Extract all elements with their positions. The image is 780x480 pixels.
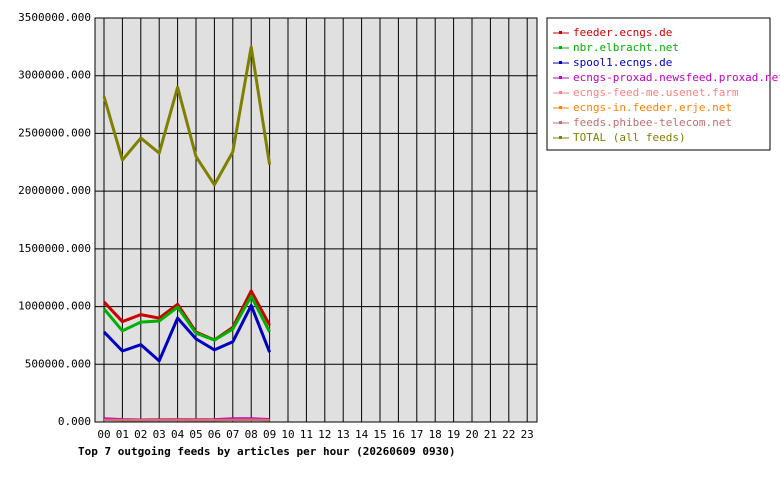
legend-label: ecngs-proxad.newsfeed.proxad.net [573,71,780,84]
legend-label: spool1.ecngs.de [573,56,672,69]
legend-marker [559,76,562,79]
legend-marker [559,121,562,124]
legend-marker [559,61,562,64]
chart-title: Top 7 outgoing feeds by articles per hou… [78,445,456,458]
x-tick-label: 02 [134,428,147,441]
legend-label: nbr.elbracht.net [573,41,679,54]
legend-label: ecngs-in.feeder.erje.net [573,101,732,114]
y-tick-label: 0.000 [58,415,91,428]
y-tick-label: 1000000.000 [18,300,91,313]
series-line [102,294,271,342]
x-tick-label: 19 [447,428,460,441]
legend-marker [559,136,562,139]
x-tick-label: 00 [97,428,110,441]
x-tick-label: 13 [337,428,350,441]
legend-label: ecngs-feed-me.usenet.farm [573,86,739,99]
x-tick-label: 12 [318,428,331,441]
x-tick-label: 06 [208,428,221,441]
x-tick-label: 08 [245,428,258,441]
legend-marker [559,91,562,94]
y-tick-label: 2500000.000 [18,126,91,139]
x-tick-label: 07 [226,428,239,441]
y-tick-label: 500000.000 [25,357,91,370]
x-tick-label: 21 [484,428,497,441]
x-tick-label: 05 [189,428,202,441]
y-tick-label: 3500000.000 [18,11,91,24]
x-tick-label: 09 [263,428,276,441]
x-tick-label: 23 [521,428,534,441]
series-line [102,303,271,363]
x-tick-label: 20 [465,428,478,441]
legend-marker [559,46,562,49]
legend-label: feeds.phibee-telecom.net [573,116,732,129]
legend-marker [559,31,562,34]
x-tick-label: 15 [373,428,386,441]
x-tick-label: 18 [429,428,442,441]
y-tick-label: 2000000.000 [18,184,91,197]
x-tick-label: 01 [116,428,129,441]
series-line [102,45,272,187]
x-tick-label: 10 [281,428,294,441]
legend-label: TOTAL (all feeds) [573,131,686,144]
x-tick-label: 03 [153,428,166,441]
x-tick-label: 11 [300,428,313,441]
legend-box [546,17,771,151]
x-tick-label: 04 [171,428,185,441]
x-tick-label: 14 [355,428,369,441]
legend-label: feeder.ecngs.de [573,26,672,39]
y-tick-label: 1500000.000 [18,242,91,255]
x-tick-label: 17 [410,428,423,441]
plot-area [94,17,538,423]
y-tick-label: 3000000.000 [18,69,91,82]
legend-marker [559,106,562,109]
x-tick-label: 22 [502,428,515,441]
x-tick-label: 16 [392,428,405,441]
